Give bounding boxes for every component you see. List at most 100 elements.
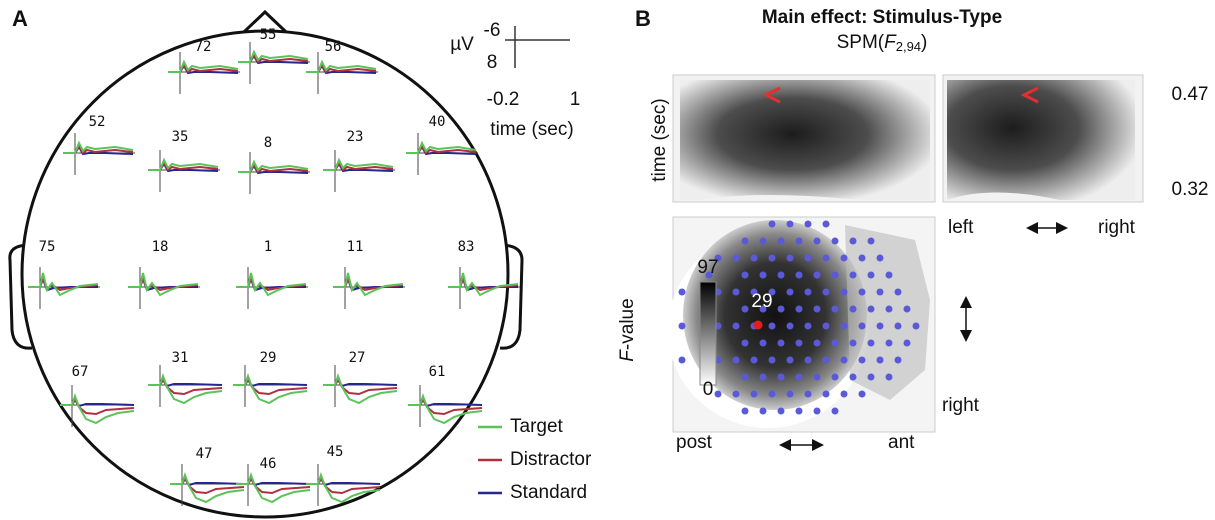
peak-electrode: [753, 320, 763, 330]
colorbar-label-part: -value: [617, 298, 638, 350]
electrode-dot: [741, 407, 749, 415]
axis-label: right: [942, 395, 980, 416]
axis-label: ant: [888, 432, 915, 453]
electrode-dot: [732, 356, 740, 364]
electrode-dot: [795, 271, 803, 279]
legend-label: Standard: [510, 482, 587, 503]
electrode-label: 29: [260, 350, 277, 366]
electrode-dot: [885, 339, 893, 347]
electrode-label: 52: [89, 114, 106, 130]
legend-label: Target: [510, 416, 564, 437]
erp: [238, 152, 310, 194]
electrode-dot: [858, 356, 866, 364]
electrode-dot: [741, 305, 749, 313]
electrode-dot: [768, 288, 776, 296]
electrode-dot: [777, 305, 785, 313]
axis-label: left: [948, 217, 974, 238]
electrode-dot: [831, 271, 839, 279]
erp-wave: [333, 272, 404, 297]
peak-marker: [762, 86, 781, 104]
electrode-dot: [840, 390, 848, 398]
erp-wave: [236, 272, 307, 297]
electrode-dot: [876, 356, 884, 364]
erp: [170, 464, 245, 506]
electrode-dot: [822, 254, 830, 262]
electrode-dot: [768, 390, 776, 398]
electrode-dot: [840, 356, 848, 364]
electrode-dot: [813, 407, 821, 415]
erp-wave: [60, 392, 135, 425]
electrode-dot: [732, 322, 740, 330]
electrode-dot: [813, 305, 821, 313]
electrode-dots: [678, 220, 920, 415]
electrode-dot: [867, 237, 875, 245]
electrode-label: 55: [260, 27, 277, 43]
erp: [333, 267, 405, 309]
electrode-dot: [831, 339, 839, 347]
erp-wave: [306, 471, 381, 504]
peak-marker: [1020, 86, 1039, 104]
electrode-dot: [885, 271, 893, 279]
electrode-dot: [849, 305, 857, 313]
electrode-dot: [831, 373, 839, 381]
electrode-dot: [804, 390, 812, 398]
subtitle: SPM(F2,94): [837, 32, 928, 54]
erp: [238, 42, 310, 84]
subtitle-part: ): [921, 32, 927, 53]
electrode-dot: [831, 305, 839, 313]
electrode-dot: [759, 271, 767, 279]
erp: [236, 464, 311, 506]
electrode-dot: [777, 339, 785, 347]
electrode-dot: [876, 254, 884, 262]
electrode-dot: [894, 356, 902, 364]
electrode-dot: [858, 322, 866, 330]
electrode-label: 8: [264, 135, 272, 151]
electrode-label: 47: [196, 446, 213, 462]
electrode-dot: [795, 407, 803, 415]
electrode-dot: [759, 237, 767, 245]
erp: [233, 365, 308, 407]
axis-label: post: [676, 432, 713, 453]
electrode-dot: [903, 339, 911, 347]
electrode-dot: [840, 288, 848, 296]
electrode-label: 40: [429, 114, 446, 130]
axis-label: right: [1098, 217, 1136, 238]
electrode-dot: [732, 254, 740, 262]
subtitle-part: SPM(: [837, 32, 885, 53]
electrode-dot: [732, 288, 740, 296]
electrode-dot: [858, 288, 866, 296]
electrode-label: 72: [195, 39, 212, 55]
electrode-dot: [786, 254, 794, 262]
electrode-dot: [804, 288, 812, 296]
electrode-label: 61: [429, 364, 446, 380]
scale-label: -6: [484, 20, 501, 41]
erp-wave: [323, 157, 394, 171]
electrode-dot: [894, 322, 902, 330]
electrode-dot: [759, 373, 767, 381]
electrode-dot: [804, 220, 812, 228]
electrode-dot: [822, 390, 830, 398]
electrode-dot: [804, 356, 812, 364]
electrode-dot: [741, 271, 749, 279]
electrode-dot: [813, 237, 821, 245]
electrode-dot: [732, 390, 740, 398]
electrode-dot: [822, 288, 830, 296]
electrode-dot: [741, 237, 749, 245]
erp: [236, 267, 308, 309]
heat: [680, 80, 930, 200]
electrode-label: 67: [72, 364, 89, 380]
electrode-label: 23: [347, 129, 364, 145]
electrode-dot: [750, 356, 758, 364]
electrode-dot: [849, 271, 857, 279]
electrode-dot: [759, 407, 767, 415]
electrode-dot: [822, 356, 830, 364]
electrode-dot: [867, 373, 875, 381]
electrode-dot: [840, 322, 848, 330]
axis-label: 0.32: [1172, 179, 1209, 200]
erp-wave: [128, 272, 199, 297]
electrode-dot: [849, 373, 857, 381]
panel-label: B: [635, 6, 651, 31]
electrode-dot: [741, 339, 749, 347]
